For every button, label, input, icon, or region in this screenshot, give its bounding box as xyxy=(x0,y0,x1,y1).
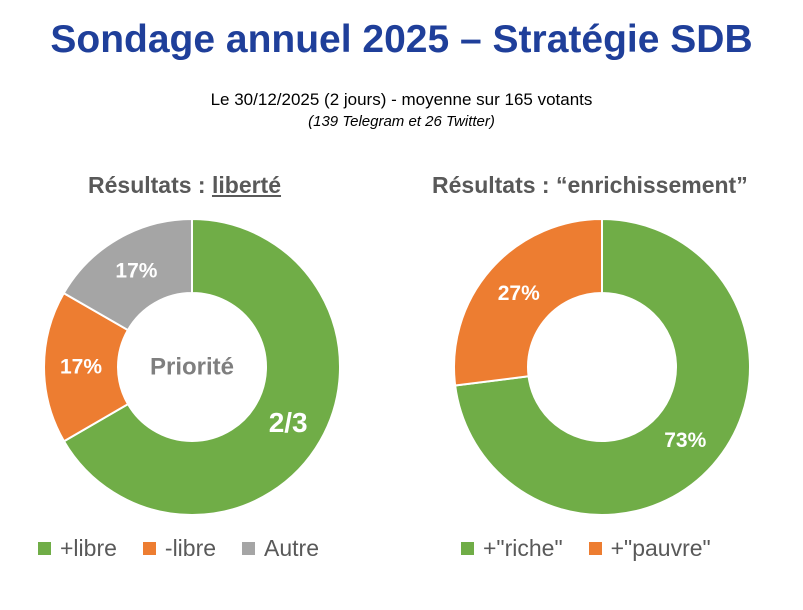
donut-slice-pauvre xyxy=(453,217,603,387)
legend-label: +"pauvre" xyxy=(610,535,711,561)
legend-enrichissement: +"riche" +"pauvre" xyxy=(461,535,737,562)
legend-item-libre: -libre xyxy=(142,535,217,562)
legend-item-autre: Autre xyxy=(242,535,319,562)
data-label-libre: 17% xyxy=(60,356,102,379)
legend-label: -libre xyxy=(164,535,217,561)
legend-label: +libre xyxy=(60,535,117,561)
chart-title-prefix: Résultats : xyxy=(88,172,212,198)
legend-swatch xyxy=(588,542,602,555)
data-label-autre: 17% xyxy=(115,259,157,282)
legend-item-riche: +"riche" xyxy=(461,535,563,562)
legend-item-libre: +libre xyxy=(38,535,117,562)
legend-liberte: +libre -libre Autre xyxy=(38,535,345,562)
page-title: Sondage annuel 2025 – Stratégie SDB xyxy=(50,18,753,61)
chart-title-underlined-word: liberté xyxy=(211,172,282,198)
donut-slice-libre xyxy=(62,217,341,516)
legend-swatch xyxy=(242,542,256,555)
donut-center-label: Priorité xyxy=(150,354,234,381)
legend-swatch xyxy=(461,542,474,555)
donut-slice-autre xyxy=(62,217,193,332)
data-label-libre: 2/3 xyxy=(269,407,308,438)
chart-title-enrichissement: Résultats : “enrichissement” xyxy=(432,172,748,198)
donut-slice-libre xyxy=(43,291,130,443)
legend-swatch xyxy=(142,542,156,555)
page-subtitle: Le 30/12/2025 (2 jours) - moyenne sur 16… xyxy=(210,90,593,109)
data-label-pauvre: 27% xyxy=(498,282,540,305)
legend-item-pauvre: +"pauvre" xyxy=(588,535,711,562)
legend-label: Autre xyxy=(264,535,320,561)
donut-slice-riche xyxy=(454,217,751,516)
chart-title-liberte: Résultats : liberté xyxy=(88,172,281,199)
page-subtitle-detail: (139 Telegram et 26 Twitter) xyxy=(308,113,495,130)
data-label-riche: 73% xyxy=(664,429,706,452)
legend-label: +"riche" xyxy=(483,535,563,561)
donut-chart-liberte: 2/3 17% 17% Priorité xyxy=(43,217,341,516)
legend-swatch xyxy=(38,542,51,555)
donut-chart-enrichissement: 73% 27% xyxy=(453,217,751,516)
